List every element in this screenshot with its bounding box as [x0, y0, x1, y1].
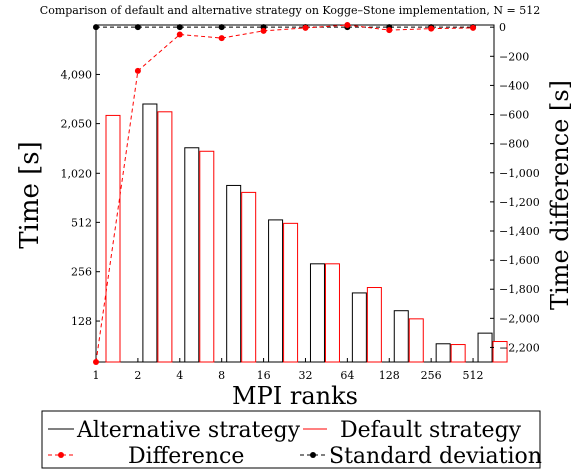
left-tick-label: 1,020 [61, 167, 93, 180]
bar-default [366, 287, 382, 363]
x-tick-label: 8 [218, 369, 225, 382]
chart-title: Comparison of default and alternative st… [40, 4, 540, 17]
stddev-point [176, 24, 183, 31]
difference-point [386, 27, 393, 34]
x-tick-label: 128 [379, 369, 400, 382]
left-y-axis-label: Time [s] [15, 141, 45, 249]
right-tick-label: −1,800 [499, 283, 540, 296]
bar-default [324, 263, 340, 363]
x-tick-label: 256 [421, 369, 442, 382]
bar-default [157, 111, 173, 363]
stddev-point [218, 24, 225, 31]
bar-default [450, 344, 466, 363]
x-tick-label: 16 [257, 369, 271, 382]
bar-alternative [351, 292, 367, 363]
stddev-point [134, 24, 141, 31]
right-tick-label: −1,200 [499, 196, 540, 209]
left-tick-label: 128 [71, 315, 92, 328]
bar-alternative [184, 147, 200, 363]
x-tick-label: 4 [176, 369, 183, 382]
legend-box [41, 410, 541, 469]
legend-marker-stddev [310, 452, 316, 458]
left-tick-label: 512 [71, 216, 92, 229]
difference-point [260, 27, 267, 34]
plot-area: 1282565121,0202,0504,0900−200−400−600−80… [61, 21, 540, 382]
bar-default [105, 114, 121, 363]
difference-point [93, 359, 99, 365]
x-tick-label: 32 [298, 369, 312, 382]
right-tick-label: −1,000 [499, 167, 540, 180]
bar-default [199, 150, 215, 363]
x-tick-label: 64 [340, 369, 354, 382]
x-tick-label: 1 [93, 369, 100, 382]
difference-point [344, 22, 351, 28]
bar-alternative [393, 310, 409, 363]
right-tick-label: 0 [499, 21, 506, 34]
difference-line [95, 24, 474, 363]
right-y-axis-label: Time difference [s] [546, 80, 574, 310]
right-tick-label: −1,400 [499, 225, 540, 238]
bar-alternative [226, 184, 242, 363]
bar-default [283, 222, 299, 363]
difference-point [302, 24, 309, 31]
difference-point [470, 24, 477, 31]
right-tick-label: −2,200 [499, 341, 540, 354]
difference-point [218, 35, 225, 42]
x-tick-label: 512 [463, 369, 484, 382]
left-tick-label: 2,050 [61, 118, 93, 131]
right-tick-label: −200 [499, 50, 529, 63]
x-tick-label: 2 [134, 369, 141, 382]
bar-default [241, 191, 257, 363]
bar-alternative [435, 343, 451, 363]
difference-point [176, 31, 183, 38]
difference-point [134, 67, 141, 74]
right-tick-label: −2,000 [499, 312, 540, 325]
legend: Alternative strategy Default strategy Diff… [41, 410, 542, 469]
left-tick-label: 256 [71, 266, 92, 279]
right-tick-label: −1,600 [499, 254, 540, 267]
right-tick-label: −400 [499, 79, 529, 92]
legend-label-default: Default strategy [340, 418, 522, 443]
legend-label-stddev: Standard deviation [329, 444, 542, 469]
legend-marker-difference [58, 452, 64, 458]
bar-default [408, 318, 424, 363]
right-tick-label: −600 [499, 109, 529, 122]
bar-alternative [142, 103, 158, 363]
right-tick-label: −800 [499, 138, 529, 151]
left-tick-label: 4,090 [61, 68, 93, 81]
legend-label-difference: Difference [128, 444, 244, 469]
stddev-point [93, 24, 99, 31]
bar-alternative [309, 263, 325, 363]
bar-default [492, 341, 508, 363]
x-axis-label: MPI ranks [232, 382, 358, 410]
bar-alternative [477, 332, 493, 363]
legend-label-alternative: Alternative strategy [76, 418, 301, 443]
bar-alternative [268, 219, 284, 363]
difference-point [428, 25, 435, 32]
